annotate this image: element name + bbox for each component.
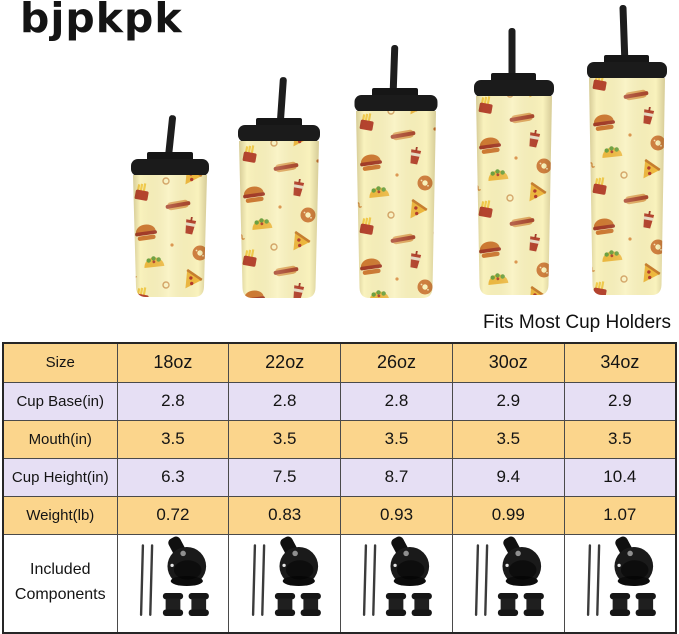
table-cell: 10.4 bbox=[563, 457, 677, 497]
table-row-cup-base: Cup Base(in) 2.8 2.8 2.8 2.9 2.9 bbox=[2, 381, 677, 421]
included-components-icon bbox=[457, 535, 559, 627]
lid bbox=[131, 159, 209, 176]
table-cell: 0.93 bbox=[340, 495, 453, 535]
table-cell: 0.99 bbox=[451, 495, 565, 535]
table-cell bbox=[228, 533, 342, 633]
table-cell: 7.5 bbox=[228, 457, 342, 497]
table-cell: 0.83 bbox=[228, 495, 342, 535]
table-cell: 2.8 bbox=[116, 381, 230, 421]
included-components-icon bbox=[234, 535, 336, 627]
tumbler-image-18oz bbox=[131, 115, 209, 297]
lid bbox=[354, 95, 438, 112]
row-label: Size bbox=[2, 342, 118, 383]
brand-logo: bjpkpk bbox=[20, 0, 183, 42]
table-row-weight: Weight(lb) 0.72 0.83 0.93 0.99 1.07 bbox=[2, 495, 677, 535]
table-cell: 2.9 bbox=[451, 381, 565, 421]
table-row-components: Included Components bbox=[2, 533, 677, 633]
tumbler-image-26oz bbox=[354, 45, 438, 298]
table-cell: 6.3 bbox=[116, 457, 230, 497]
tumbler-image-22oz bbox=[238, 77, 320, 298]
row-label: Cup Height(in) bbox=[2, 457, 118, 497]
straw-icon bbox=[508, 28, 516, 82]
lid bbox=[474, 80, 554, 97]
table-cell: 18oz bbox=[116, 342, 230, 383]
tumbler-image-30oz bbox=[474, 28, 554, 295]
table-cell bbox=[116, 533, 230, 633]
row-label: Included Components bbox=[2, 533, 118, 633]
table-cell: 2.8 bbox=[340, 381, 453, 421]
lid bbox=[238, 125, 320, 142]
table-cell: 8.7 bbox=[340, 457, 453, 497]
straw-icon bbox=[276, 77, 287, 128]
table-cell: 2.8 bbox=[228, 381, 342, 421]
table-cell: 1.07 bbox=[563, 495, 677, 535]
included-components-icon bbox=[569, 535, 671, 627]
lid bbox=[587, 62, 667, 79]
table-cell bbox=[451, 533, 565, 633]
row-label: Weight(lb) bbox=[2, 495, 118, 535]
table-cell: 3.5 bbox=[228, 419, 342, 459]
table-cell: 0.72 bbox=[116, 495, 230, 535]
row-label: Cup Base(in) bbox=[2, 381, 118, 421]
table-row-cup-height: Cup Height(in) 6.3 7.5 8.7 9.4 10.4 bbox=[2, 457, 677, 497]
table-cell: 2.9 bbox=[563, 381, 677, 421]
table-cell bbox=[563, 533, 677, 633]
table-row-mouth: Mouth(in) 3.5 3.5 3.5 3.5 3.5 bbox=[2, 419, 677, 459]
table-cell: 9.4 bbox=[451, 457, 565, 497]
tagline: Fits Most Cup Holders bbox=[483, 312, 671, 333]
table-cell: 30oz bbox=[451, 342, 565, 383]
size-comparison-table: Size 18oz 22oz 26oz 30oz 34oz Cup Base(i… bbox=[2, 342, 677, 634]
included-components-icon bbox=[345, 535, 447, 627]
straw-icon bbox=[389, 45, 399, 98]
table-row-size: Size 18oz 22oz 26oz 30oz 34oz bbox=[2, 342, 677, 383]
table-cell: 26oz bbox=[340, 342, 453, 383]
straw-icon bbox=[164, 115, 176, 162]
row-label: Mouth(in) bbox=[2, 419, 118, 459]
table-cell: 22oz bbox=[228, 342, 342, 383]
table-cell: 3.5 bbox=[116, 419, 230, 459]
straw-icon bbox=[619, 5, 629, 66]
table-cell: 34oz bbox=[563, 342, 677, 383]
table-cell: 3.5 bbox=[451, 419, 565, 459]
table-cell: 3.5 bbox=[340, 419, 453, 459]
included-components-icon bbox=[122, 535, 224, 627]
tumbler-image-34oz bbox=[587, 5, 667, 295]
table-cell bbox=[340, 533, 453, 633]
table-cell: 3.5 bbox=[563, 419, 677, 459]
